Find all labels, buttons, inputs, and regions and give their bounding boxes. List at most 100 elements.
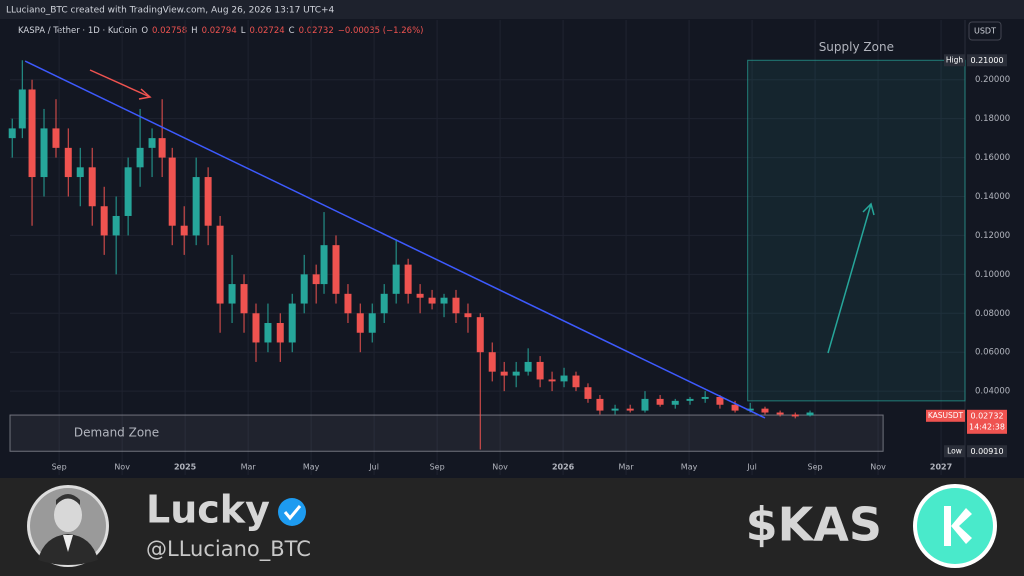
x-tick-label: 2025 [174,463,197,472]
candle-body [180,225,188,236]
x-tick-label: 2026 [552,463,575,472]
candle-body [560,375,568,382]
candle-body [100,206,108,236]
candle-body [216,225,224,304]
green-arrow [827,202,875,354]
candle-body [500,371,508,376]
y-tick-label: 0.14000 [975,192,1010,202]
x-tick-label: Jul [368,463,379,472]
price-name: KASUSDT [928,411,964,420]
candle-body [204,177,212,226]
candle-body [440,297,448,304]
y-tick-label: 0.04000 [975,387,1010,397]
candle-body [240,284,248,314]
price-name-box [944,54,965,67]
candle-body [464,313,472,318]
candle-body [158,138,166,158]
candle-body [428,297,436,304]
candle-body [168,157,176,226]
candle-body [300,274,308,304]
candle-body [488,352,496,372]
x-tick-label: 2027 [930,463,952,472]
price-label: 0.00910 [970,447,1003,456]
candle-body [136,147,144,168]
x-tick-label: Sep [430,463,445,472]
candle-body [320,245,328,285]
candle-body [596,398,604,411]
candle-body [276,323,284,343]
x-tick-label: Mar [619,463,635,472]
price-name-box [944,445,965,458]
chart: KASPA / Tether · 1D · KuCoin O 0.02758 H 0.0… [8,20,1010,478]
price-label: 0.21000 [970,56,1003,65]
x-tick-label: Nov [114,463,130,472]
y-tick-label: 0.16000 [975,153,1010,163]
zone [9,414,884,452]
candle-body [806,412,814,416]
zone-label: Supply Zone [819,40,894,54]
candle-body [40,128,48,178]
candle-body [671,400,679,405]
candle-body [192,177,200,236]
x-tick-label: Jul [746,463,757,472]
price-box [967,54,1007,67]
countdown: 14:42:38 [969,422,1005,431]
candle-body [746,408,754,411]
symbol-info: KASPA / Tether · 1D · KuCoin O 0.02758 H 0.0… [18,26,423,36]
candle-body [701,396,709,399]
candle-body [392,264,400,294]
price-label: 0.02732 [970,411,1003,420]
x-tick-label: May [681,463,698,472]
candle-body [416,293,424,298]
y-tick-label: 0.12000 [975,231,1010,241]
info-item: C [289,26,295,36]
currency-button [968,21,1002,41]
candle-body [641,398,649,411]
candle-body [584,387,592,399]
kaspa-logo [913,484,997,568]
candle-body [716,396,724,405]
x-tick-label: Nov [870,463,886,472]
candle-body [476,317,484,353]
info-item: −0.00035 (−1.26%) [338,26,424,36]
candle-body [548,379,556,382]
candle-body [332,245,340,294]
x-tick-label: Sep [52,463,67,472]
info-item: L [241,26,246,36]
candle-body [380,293,388,314]
x-tick-label: Sep [808,463,823,472]
candle-body [656,398,664,405]
candle-body [368,313,376,333]
candle-body [776,412,784,415]
profile-name: Lucky [146,488,270,532]
candle-body [52,128,60,148]
candle-body [344,293,352,314]
candle-body [731,404,739,411]
y-tick-label: 0.06000 [975,348,1010,358]
trendline [24,60,766,419]
info-item: 0.02758 [152,26,187,36]
candle-body [88,167,96,207]
header: LLuciano_BTC created with TradingView.co… [6,6,335,16]
avatar [27,485,109,567]
price-name: Low [947,446,962,455]
info-item: KASPA / Tether · 1D · KuCoin [18,26,137,36]
candle-body [626,408,634,411]
candle-body [686,398,694,401]
zone [747,59,966,402]
candle-body [76,167,84,178]
price-name: High [946,55,963,64]
candle-body [312,274,320,285]
candle-body [791,414,799,417]
ticker: $KAS [746,498,882,552]
candle-body [512,371,520,376]
candle-body [64,147,72,178]
candle-body [112,215,120,236]
info-item: 0.02724 [249,26,284,36]
candle-body [228,284,236,304]
x-tick-label: May [303,463,320,472]
profile-handle: @LLuciano_BTC [146,537,311,562]
candle-body [252,313,260,343]
